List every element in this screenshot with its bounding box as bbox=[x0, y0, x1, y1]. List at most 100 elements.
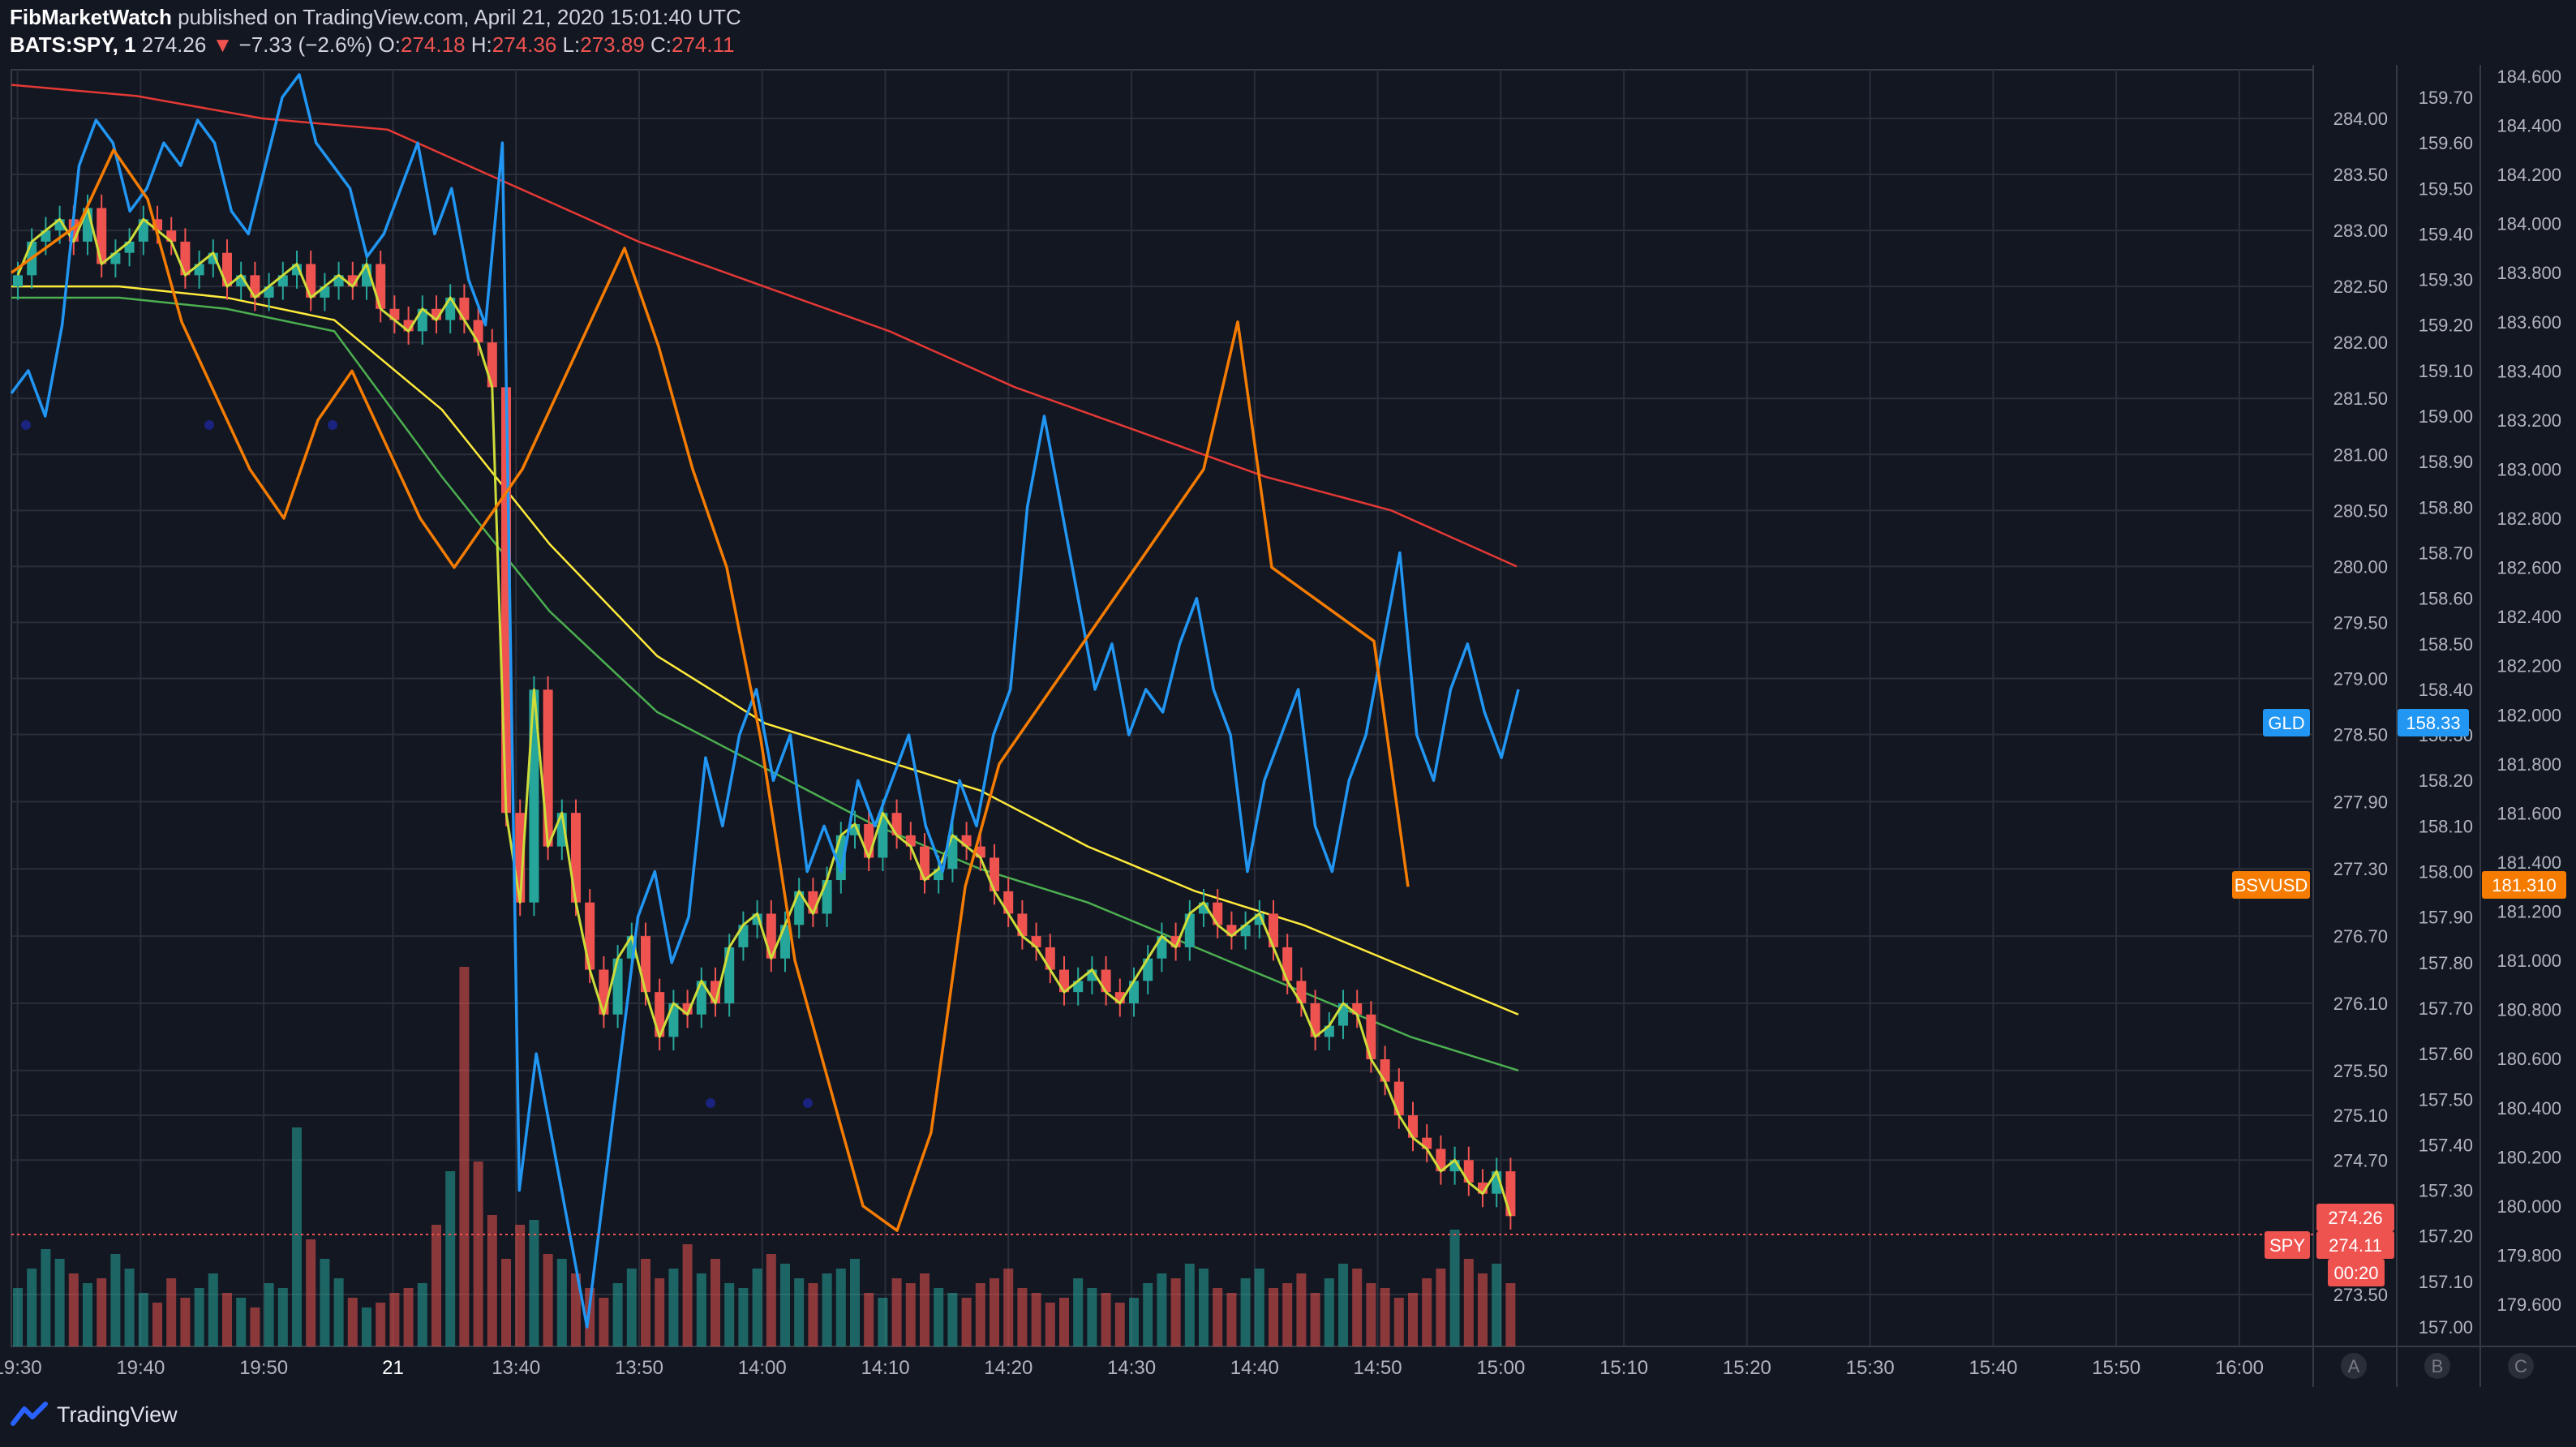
high-value: 274.36 bbox=[492, 32, 557, 57]
spy-axis-tick: 284.00 bbox=[2333, 109, 2388, 129]
candle-body bbox=[1269, 913, 1278, 947]
candle-body bbox=[292, 264, 302, 276]
gld-axis-tick: 158.30 bbox=[2419, 725, 2473, 745]
volume-bar bbox=[1352, 1269, 1363, 1346]
bsv-axis-tick: 182.800 bbox=[2497, 509, 2561, 529]
volume-bar bbox=[1170, 1278, 1181, 1346]
candle-body bbox=[1087, 969, 1097, 981]
candle-body bbox=[124, 241, 135, 253]
gld-axis-tick: 157.90 bbox=[2419, 908, 2473, 928]
spy-axis-tick: 281.00 bbox=[2333, 444, 2388, 465]
candle-body bbox=[1017, 913, 1028, 937]
ohlc-line: BATS:SPY, 1 274.26 ▼ −7.33 (−2.6%) O:274… bbox=[10, 32, 735, 58]
bsv-axis-tick: 181.600 bbox=[2497, 803, 2561, 823]
spy-close-tag-box bbox=[2316, 1231, 2394, 1259]
spy-axis-tick: 274.70 bbox=[2333, 1150, 2388, 1170]
countdown-tag-box bbox=[2328, 1259, 2385, 1286]
candle-body bbox=[626, 936, 637, 959]
volume-bar bbox=[808, 1283, 818, 1346]
spy-axis-tick: 278.50 bbox=[2333, 725, 2388, 745]
tradingview-logo-icon bbox=[11, 1402, 48, 1426]
spy-axis-tick: 280.00 bbox=[2333, 556, 2388, 577]
candle-body bbox=[166, 230, 177, 242]
bsv-axis-tick: 184.400 bbox=[2497, 116, 2561, 136]
spy-axis-tick: 279.00 bbox=[2333, 668, 2388, 689]
candle-body bbox=[1408, 1115, 1418, 1138]
gld-axis-tick: 159.20 bbox=[2419, 316, 2473, 336]
gld-axis-tick: 159.30 bbox=[2419, 270, 2473, 290]
candle-body bbox=[27, 241, 37, 276]
candle-body bbox=[920, 846, 930, 881]
candle-body bbox=[1003, 891, 1014, 914]
candle-body bbox=[68, 219, 79, 242]
low-value: 273.89 bbox=[580, 32, 645, 57]
volume-bar bbox=[780, 1264, 790, 1346]
author-name[interactable]: FibMarketWatch bbox=[10, 5, 172, 29]
x-tick-label: 14:10 bbox=[861, 1357, 909, 1379]
volume-bar bbox=[417, 1283, 427, 1346]
gld-axis-tick: 158.90 bbox=[2419, 452, 2473, 472]
last-price: 274.26 bbox=[141, 32, 207, 57]
bsv-axis-tick: 184.000 bbox=[2497, 214, 2561, 234]
bsv-axis-tick: 180.000 bbox=[2497, 1196, 2561, 1217]
volume-bar bbox=[1143, 1283, 1153, 1346]
spy-close-tag-text: 274.11 bbox=[2329, 1235, 2382, 1256]
volume-bar bbox=[1436, 1269, 1446, 1346]
volume-bar bbox=[83, 1283, 92, 1346]
gld-axis-tick: 157.40 bbox=[2419, 1135, 2473, 1155]
x-tick-label: 15:00 bbox=[1476, 1357, 1525, 1379]
candle-body bbox=[208, 252, 218, 264]
open-label: O: bbox=[378, 32, 401, 57]
candle-body bbox=[1492, 1171, 1502, 1194]
bsv-axis-tick: 180.400 bbox=[2497, 1098, 2561, 1119]
candle-body bbox=[333, 275, 344, 287]
volume-bar bbox=[54, 1259, 65, 1346]
volume-bar bbox=[905, 1283, 916, 1346]
candle-body bbox=[403, 320, 414, 332]
volume-bar bbox=[515, 1225, 526, 1346]
volume-bar bbox=[501, 1259, 511, 1346]
volume-bar bbox=[138, 1293, 148, 1346]
volume-bar bbox=[250, 1307, 260, 1346]
candle-body bbox=[1157, 936, 1167, 959]
open-value: 274.18 bbox=[401, 32, 466, 57]
gld-axis-tick: 158.50 bbox=[2419, 634, 2473, 655]
x-tick-label: 21 bbox=[382, 1357, 404, 1379]
volume-bar bbox=[1199, 1269, 1209, 1346]
candle-body bbox=[13, 275, 23, 287]
volume-bar bbox=[655, 1278, 665, 1346]
candle-body bbox=[138, 219, 148, 242]
candle-body bbox=[515, 813, 526, 903]
candle-body bbox=[389, 308, 400, 320]
publish-info: published on TradingView.com, April 21, … bbox=[178, 5, 741, 29]
signal-dot bbox=[803, 1098, 813, 1108]
volume-bar bbox=[766, 1254, 776, 1346]
gld-axis-tick: 158.40 bbox=[2419, 680, 2473, 700]
candle-body bbox=[250, 275, 260, 298]
volume-bar bbox=[1129, 1298, 1139, 1346]
candle-body bbox=[599, 969, 609, 1015]
volume-bar bbox=[459, 967, 470, 1346]
x-tick-label: 15:40 bbox=[1968, 1357, 2017, 1379]
spy-axis-tick: 276.10 bbox=[2333, 994, 2388, 1014]
volume-bar bbox=[347, 1298, 358, 1346]
candle-body bbox=[320, 286, 330, 298]
spy-axis-tick: 275.10 bbox=[2333, 1106, 2388, 1126]
candle-body bbox=[878, 813, 888, 858]
bsv-axis-tick: 181.400 bbox=[2497, 852, 2561, 873]
candle-body bbox=[110, 252, 121, 264]
candle-body bbox=[1436, 1149, 1446, 1172]
volume-bar bbox=[738, 1288, 749, 1346]
volume-bar bbox=[1003, 1269, 1014, 1346]
symbol-label[interactable]: BATS:SPY, 1 bbox=[10, 32, 136, 57]
candle-body bbox=[822, 880, 832, 914]
volume-bar bbox=[864, 1293, 874, 1346]
candle-body bbox=[1114, 992, 1125, 1003]
volume-bar bbox=[1449, 1230, 1460, 1346]
candle-body bbox=[1463, 1160, 1474, 1183]
candle-body bbox=[1199, 902, 1209, 914]
tradingview-logo[interactable]: TradingView bbox=[10, 1397, 178, 1432]
candle-body bbox=[1045, 947, 1055, 970]
candle-body bbox=[83, 208, 92, 242]
